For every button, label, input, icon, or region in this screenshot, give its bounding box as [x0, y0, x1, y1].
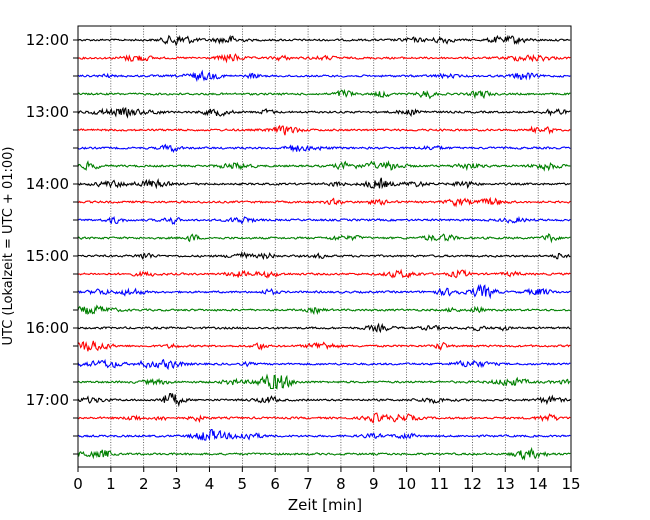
- y-axis-ticks: 12:00 13:00 14:00 15:00 16:00 17:00: [26, 31, 78, 455]
- x-tick-label: 5: [238, 475, 248, 493]
- x-tick-label: 9: [369, 475, 379, 493]
- x-tick-label: 6: [270, 475, 280, 493]
- trace-line: [77, 322, 571, 334]
- trace-line: [77, 143, 571, 153]
- trace-line: [77, 177, 571, 190]
- x-tick-label: 3: [172, 475, 182, 493]
- trace-line: [77, 373, 571, 390]
- trace-line: [77, 446, 571, 461]
- trace-line: [77, 283, 571, 300]
- x-tick-label: 0: [73, 475, 83, 493]
- trace-line: [77, 392, 571, 408]
- y-tick-label: 12:00: [26, 31, 69, 49]
- trace-line: [77, 196, 571, 208]
- trace-line: [77, 233, 571, 244]
- x-axis-label: Zeit [min]: [288, 496, 362, 514]
- x-tick-label: 12: [463, 475, 482, 493]
- trace-line: [77, 106, 571, 119]
- y-tick-label: 17:00: [26, 391, 69, 409]
- x-tick-label: 1: [106, 475, 116, 493]
- trace-line: [77, 304, 571, 316]
- x-tick-label: 14: [529, 475, 548, 493]
- trace-line: [77, 358, 571, 371]
- plot-frame: [77, 25, 572, 468]
- vertical-grid: [110, 26, 539, 467]
- trace-line: [77, 428, 571, 441]
- x-tick-label: 2: [139, 475, 149, 493]
- trace-line: [77, 412, 571, 424]
- seismic-traces: [77, 34, 571, 461]
- y-tick-label: 16:00: [26, 319, 69, 337]
- x-tick-label: 10: [397, 475, 416, 493]
- y-tick-label: 14:00: [26, 175, 69, 193]
- trace-line: [77, 268, 571, 279]
- x-axis-ticks: 0 1 2 3 4 5 6 7 8 9 10 11 12 13 14 15: [73, 467, 581, 493]
- trace-line: [77, 215, 571, 225]
- trace-line: [77, 53, 571, 64]
- trace-line: [77, 340, 571, 352]
- trace-line: [77, 69, 571, 83]
- trace-line: [77, 250, 571, 261]
- y-tick-label: 13:00: [26, 103, 69, 121]
- trace-line: [77, 124, 571, 136]
- y-tick-label: 15:00: [26, 247, 69, 265]
- y-axis-label: UTC (Lokalzeit = UTC + 01:00): [1, 147, 16, 346]
- x-tick-label: 15: [561, 475, 580, 493]
- x-tick-label: 4: [205, 475, 215, 493]
- trace-line: [77, 159, 571, 172]
- trace-line: [77, 34, 571, 47]
- x-tick-label: 13: [496, 475, 515, 493]
- trace-line: [77, 88, 571, 100]
- x-tick-label: 11: [430, 475, 449, 493]
- x-tick-label: 8: [336, 475, 346, 493]
- x-tick-label: 7: [303, 475, 313, 493]
